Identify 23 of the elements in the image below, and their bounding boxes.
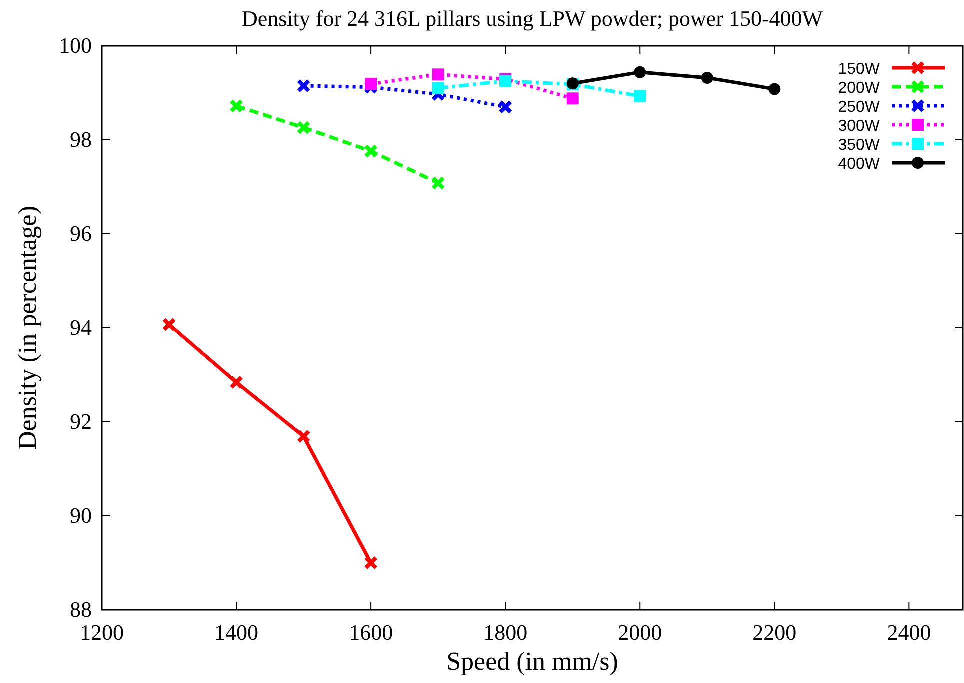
x-tick-label: 1200 (80, 620, 124, 645)
x-tick-label: 2200 (752, 620, 797, 645)
y-tick-label: 96 (70, 221, 92, 246)
x-tick-label: 1600 (349, 620, 394, 645)
x-tick-label: 2400 (887, 620, 932, 645)
y-tick-label: 98 (70, 127, 92, 152)
x-tick-label: 1400 (214, 620, 259, 645)
legend-label: 400W (838, 156, 881, 173)
chart-title: Density for 24 316L pillars using LPW powder; power 150-400W (242, 6, 824, 31)
y-tick-label: 88 (70, 597, 92, 622)
y-tick-label: 92 (70, 409, 92, 434)
x-tick-label: 1800 (484, 620, 528, 645)
legend-label: 350W (838, 137, 881, 154)
legend-label: 150W (838, 61, 881, 78)
y-axis-title: Density (in percentage) (13, 206, 42, 450)
x-axis-title: Speed (in mm/s) (446, 647, 618, 676)
legend-label: 250W (838, 99, 881, 116)
y-tick-label: 100 (59, 33, 92, 58)
legend-label: 200W (838, 80, 881, 97)
y-tick-label: 94 (70, 315, 92, 340)
y-tick-label: 90 (70, 503, 92, 528)
x-tick-label: 2000 (618, 620, 662, 645)
legend-label: 300W (838, 118, 881, 135)
